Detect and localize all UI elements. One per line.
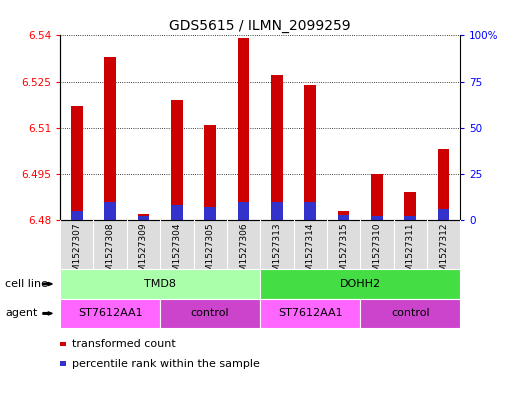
Bar bbox=[304, 202, 316, 220]
Bar bbox=[71, 106, 83, 220]
Bar bbox=[171, 100, 183, 220]
Bar bbox=[371, 174, 383, 220]
Text: control: control bbox=[391, 309, 429, 318]
Bar bbox=[171, 205, 183, 220]
Title: GDS5615 / ILMN_2099259: GDS5615 / ILMN_2099259 bbox=[169, 19, 351, 33]
Bar bbox=[138, 214, 150, 220]
Bar bbox=[204, 125, 216, 220]
Bar bbox=[237, 39, 249, 220]
Bar bbox=[371, 217, 383, 220]
Text: control: control bbox=[191, 309, 230, 318]
Text: percentile rank within the sample: percentile rank within the sample bbox=[72, 358, 259, 369]
Bar bbox=[438, 209, 449, 220]
Text: transformed count: transformed count bbox=[72, 339, 175, 349]
Bar bbox=[271, 75, 283, 220]
Text: cell line: cell line bbox=[5, 279, 48, 289]
Bar bbox=[271, 202, 283, 220]
Bar bbox=[104, 202, 116, 220]
Bar bbox=[404, 193, 416, 220]
Bar bbox=[338, 211, 349, 220]
Bar bbox=[104, 57, 116, 220]
Text: TMD8: TMD8 bbox=[144, 279, 176, 289]
Bar bbox=[204, 207, 216, 220]
Text: DOHH2: DOHH2 bbox=[339, 279, 381, 289]
Bar bbox=[338, 215, 349, 220]
Bar bbox=[404, 217, 416, 220]
Bar bbox=[237, 202, 249, 220]
Bar bbox=[304, 84, 316, 220]
Bar bbox=[438, 149, 449, 220]
Text: agent: agent bbox=[5, 309, 38, 318]
Text: ST7612AA1: ST7612AA1 bbox=[278, 309, 343, 318]
Bar bbox=[71, 211, 83, 220]
Text: ST7612AA1: ST7612AA1 bbox=[78, 309, 142, 318]
Bar bbox=[138, 217, 150, 220]
